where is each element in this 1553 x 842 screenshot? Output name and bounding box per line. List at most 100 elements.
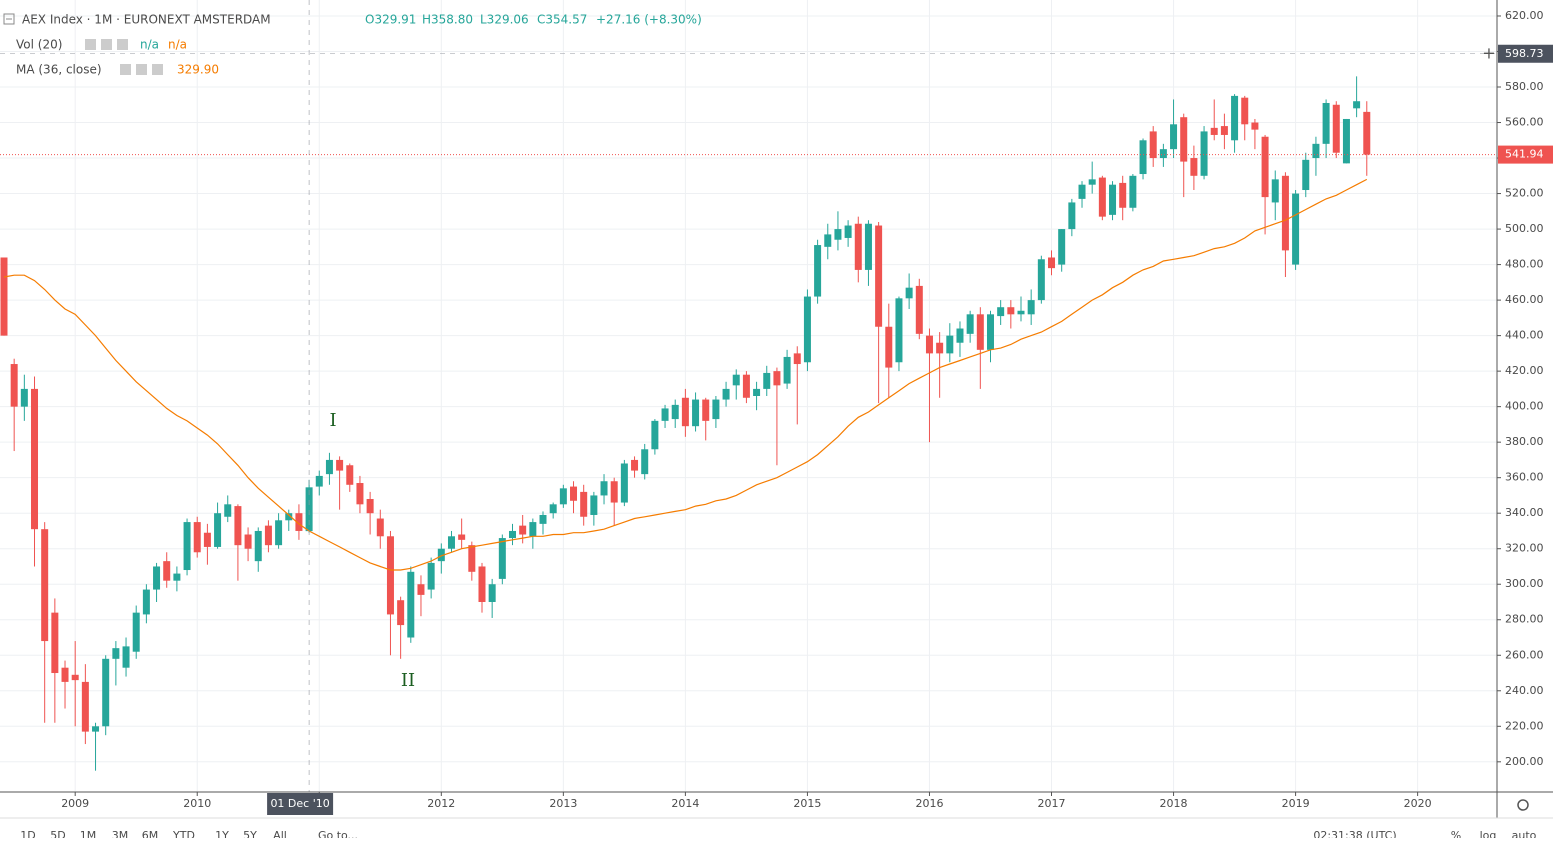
toolbar-item[interactable]: 3M	[112, 829, 129, 842]
candle-body	[234, 506, 242, 546]
toolbar-item[interactable]: YTD	[172, 829, 195, 842]
toolbar-item[interactable]: 1M	[80, 829, 97, 842]
candle-body	[763, 372, 771, 389]
candle-body	[214, 513, 222, 547]
ohlc: H358.80	[422, 13, 473, 27]
toolbar-item[interactable]: 02:31:38 (UTC)	[1313, 829, 1396, 842]
candle-body	[153, 566, 161, 590]
candle-body	[529, 522, 537, 537]
toolbar-item[interactable]: 5D	[50, 829, 65, 842]
candle-body	[651, 420, 659, 450]
candle-body	[1231, 95, 1239, 141]
symbol-title[interactable]: AEX Index · 1M · EURONEXT AMSTERDAM	[22, 13, 271, 27]
candle-body	[193, 522, 201, 553]
ohlc: O329.91	[365, 13, 416, 27]
candle-body	[620, 463, 628, 503]
x-tick-label: 2013	[549, 797, 577, 810]
toolbar-item[interactable]: All	[273, 829, 287, 842]
toolbar-item[interactable]: %	[1451, 829, 1461, 842]
candle-body	[1271, 179, 1279, 203]
candle-body	[173, 573, 181, 581]
candle-body	[1312, 143, 1320, 159]
candle-body	[376, 518, 384, 537]
candle-body	[386, 536, 394, 615]
candle-body	[1109, 184, 1117, 215]
crosshair-price-tag	[1498, 44, 1553, 63]
candle-body	[264, 525, 272, 546]
candle-body	[966, 314, 974, 334]
indicator-name[interactable]: Vol (20)	[16, 38, 62, 52]
candle-body	[1017, 310, 1025, 315]
crosshair-price-label: 598.73	[1505, 47, 1544, 60]
y-tick-label: 500.00	[1505, 222, 1544, 235]
candle-body	[925, 335, 933, 354]
candle-body	[468, 545, 476, 572]
toolbar-item[interactable]: log	[1480, 829, 1497, 842]
indicator-name[interactable]: MA (36, close)	[16, 63, 102, 77]
candle-body	[753, 388, 761, 396]
y-tick-label: 360.00	[1505, 471, 1544, 484]
candle-body	[722, 388, 730, 400]
candle-body	[885, 326, 893, 368]
candle-body	[285, 513, 293, 521]
candle-body	[51, 612, 59, 674]
y-tick-label: 620.00	[1505, 9, 1544, 22]
candle-body	[661, 408, 669, 421]
moving-average	[3, 178, 1368, 571]
candle-body	[407, 571, 415, 638]
toolbar-item[interactable]: 1Y	[215, 829, 229, 842]
ohlc: L329.06	[480, 13, 529, 27]
candle-body	[783, 356, 791, 384]
candle-body	[142, 589, 150, 615]
y-tick-label: 320.00	[1505, 542, 1544, 555]
icon[interactable]	[85, 39, 96, 50]
candle-body	[1322, 102, 1330, 144]
ohlc: C354.57	[537, 13, 587, 27]
candle-body	[986, 314, 994, 350]
candle-body	[854, 223, 862, 270]
indicator-value: n/a	[168, 38, 187, 52]
candle-body	[1281, 175, 1289, 251]
candle-body	[1159, 149, 1167, 159]
icon[interactable]	[120, 64, 131, 75]
candle-body	[1241, 97, 1249, 125]
settings-icon[interactable]	[1517, 799, 1529, 811]
icon[interactable]	[152, 64, 163, 75]
candle-body	[275, 520, 283, 546]
candle-body	[203, 532, 211, 547]
collapse-icon[interactable]	[3, 13, 15, 25]
candle-body	[397, 600, 405, 626]
icon[interactable]	[136, 64, 147, 75]
candle-body	[427, 562, 435, 590]
y-tick-label: 580.00	[1505, 80, 1544, 93]
toolbar-item[interactable]: 6M	[142, 829, 159, 842]
candle-body	[1170, 124, 1178, 150]
x-tick-label: 2015	[793, 797, 821, 810]
icon[interactable]	[101, 39, 112, 50]
candle-body	[1200, 131, 1208, 176]
candle-body	[295, 513, 303, 531]
candle-body	[1353, 101, 1361, 109]
candle-body	[254, 530, 262, 562]
candle-body	[702, 399, 710, 421]
toolbar-item[interactable]: auto	[1512, 829, 1537, 842]
candle-body	[549, 504, 557, 514]
candle-body	[20, 388, 28, 407]
candle-body	[844, 225, 852, 238]
candle-body	[936, 342, 944, 354]
candle-body	[1251, 122, 1259, 130]
candle-body	[1363, 111, 1371, 155]
toolbar-item[interactable]: Go to...	[318, 829, 358, 842]
icon[interactable]	[117, 39, 128, 50]
toolbar-item[interactable]: 1D	[20, 829, 35, 842]
last-price-label: 541.94	[1505, 148, 1544, 161]
toolbar-item[interactable]: 5Y	[243, 829, 257, 842]
candle-body	[92, 726, 100, 732]
y-tick-label: 380.00	[1505, 435, 1544, 448]
y-tick-label: 440.00	[1505, 329, 1544, 342]
candle-body	[478, 566, 486, 602]
x-tick-label: 2019	[1282, 797, 1310, 810]
candle-body	[1068, 202, 1076, 230]
candle-body	[946, 335, 954, 354]
crosshair-date-label: 01 Dec '10	[270, 797, 329, 810]
